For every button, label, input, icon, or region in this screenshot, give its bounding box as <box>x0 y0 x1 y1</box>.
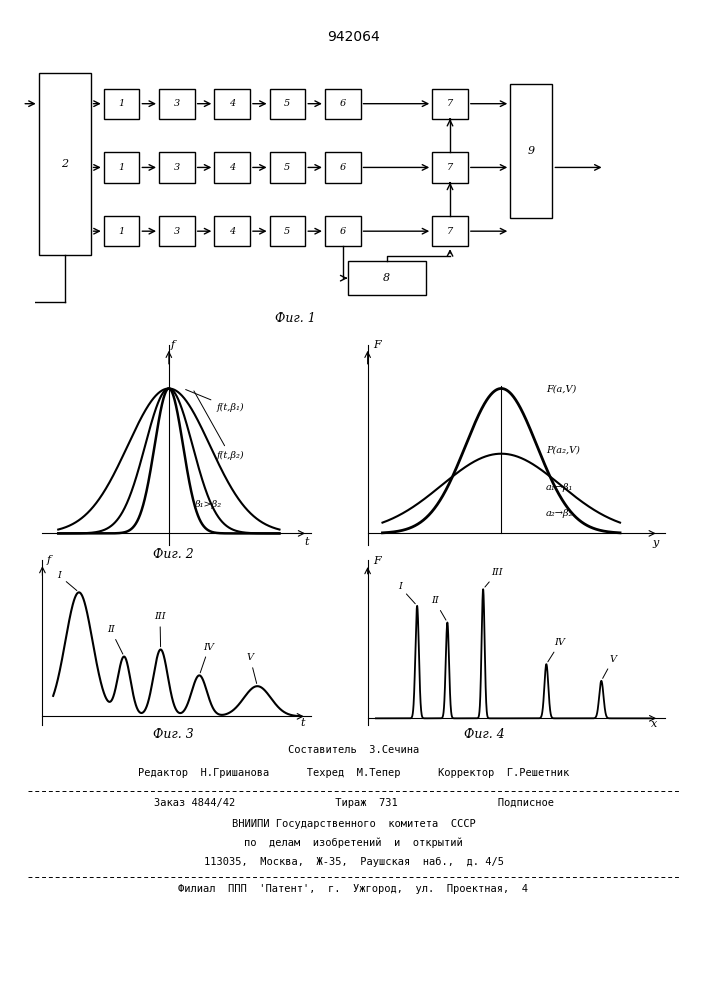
Text: F: F <box>373 340 381 350</box>
Bar <box>104 89 139 119</box>
Text: y: y <box>653 538 659 548</box>
Text: a₁→β₁: a₁→β₁ <box>546 483 573 492</box>
Text: P(a₂,V): P(a₂,V) <box>546 445 580 454</box>
Text: 113035,  Москва,  Ж-35,  Раушская  наб.,  д. 4/5: 113035, Москва, Ж-35, Раушская наб., д. … <box>204 857 503 867</box>
Text: 7: 7 <box>447 99 453 108</box>
Text: 1: 1 <box>118 99 124 108</box>
Text: 4: 4 <box>229 163 235 172</box>
Text: 5: 5 <box>284 99 291 108</box>
Text: 3: 3 <box>174 163 180 172</box>
Bar <box>214 89 250 119</box>
Text: 6: 6 <box>339 99 346 108</box>
Text: 7: 7 <box>447 163 453 172</box>
Bar <box>39 73 90 255</box>
Text: Фиг. 1: Фиг. 1 <box>275 312 316 325</box>
Bar <box>432 89 468 119</box>
Text: Редактор  Н.Гришанова      Техред  М.Тепер      Корректор  Г.Решетник: Редактор Н.Гришанова Техред М.Тепер Корр… <box>138 768 569 778</box>
Text: f: f <box>47 555 51 565</box>
Text: ВНИИПИ Государственного  комитета  СССР: ВНИИПИ Государственного комитета СССР <box>232 819 475 829</box>
Text: t: t <box>300 718 305 728</box>
Text: β₁>β₂: β₁>β₂ <box>194 500 221 509</box>
Text: V: V <box>602 655 617 678</box>
Text: III: III <box>154 612 166 647</box>
Text: 3: 3 <box>174 99 180 108</box>
Text: Фиг. 3: Фиг. 3 <box>153 728 194 741</box>
Text: 1: 1 <box>118 227 124 236</box>
Text: IV: IV <box>548 638 566 662</box>
Bar <box>269 216 305 246</box>
Text: 4: 4 <box>229 99 235 108</box>
Bar <box>214 152 250 183</box>
Text: a₂→β₂: a₂→β₂ <box>546 509 573 518</box>
Text: 6: 6 <box>339 163 346 172</box>
Bar <box>104 152 139 183</box>
Text: Составитель  З.Сечина: Составитель З.Сечина <box>288 745 419 755</box>
Text: Филиал  ППП  'Патент',  г.  Ужгород,  ул.  Проектная,  4: Филиал ППП 'Патент', г. Ужгород, ул. Про… <box>178 884 529 894</box>
Text: IV: IV <box>200 643 214 673</box>
Bar <box>269 89 305 119</box>
Text: I: I <box>398 582 415 604</box>
Text: 942064: 942064 <box>327 30 380 44</box>
Text: 8: 8 <box>383 273 390 283</box>
Bar <box>348 261 426 295</box>
Text: I: I <box>57 571 77 591</box>
Text: x: x <box>651 719 657 729</box>
Bar <box>159 89 194 119</box>
Text: Заказ 4844/42                Тираж  731                Подписное: Заказ 4844/42 Тираж 731 Подписное <box>153 798 554 808</box>
Text: Фиг. 4: Фиг. 4 <box>464 728 505 741</box>
Text: 2: 2 <box>61 159 68 169</box>
Text: t: t <box>305 537 309 547</box>
Text: 9: 9 <box>527 146 535 156</box>
Text: по  делам  изобретений  и  открытий: по делам изобретений и открытий <box>244 838 463 848</box>
Text: 5: 5 <box>284 163 291 172</box>
Text: f: f <box>170 340 175 350</box>
Bar <box>325 216 361 246</box>
Text: III: III <box>485 568 503 587</box>
Text: f(t,β₁): f(t,β₁) <box>186 390 244 412</box>
Bar <box>104 216 139 246</box>
Text: f(t,β₂): f(t,β₂) <box>194 391 244 460</box>
Text: V: V <box>247 653 257 683</box>
Text: F: F <box>373 556 381 566</box>
Text: 7: 7 <box>447 227 453 236</box>
Bar <box>214 216 250 246</box>
Bar <box>159 216 194 246</box>
Bar <box>432 152 468 183</box>
Text: 1: 1 <box>118 163 124 172</box>
Bar <box>510 84 552 218</box>
Text: 3: 3 <box>174 227 180 236</box>
Bar <box>325 152 361 183</box>
Text: F(a,V): F(a,V) <box>546 384 576 393</box>
Bar <box>159 152 194 183</box>
Text: 5: 5 <box>284 227 291 236</box>
Bar <box>432 216 468 246</box>
Text: Фиг. 2: Фиг. 2 <box>153 548 194 561</box>
Text: II: II <box>107 625 123 654</box>
Bar <box>269 152 305 183</box>
Text: 4: 4 <box>229 227 235 236</box>
Bar <box>325 89 361 119</box>
Text: II: II <box>431 596 446 620</box>
Text: 6: 6 <box>339 227 346 236</box>
